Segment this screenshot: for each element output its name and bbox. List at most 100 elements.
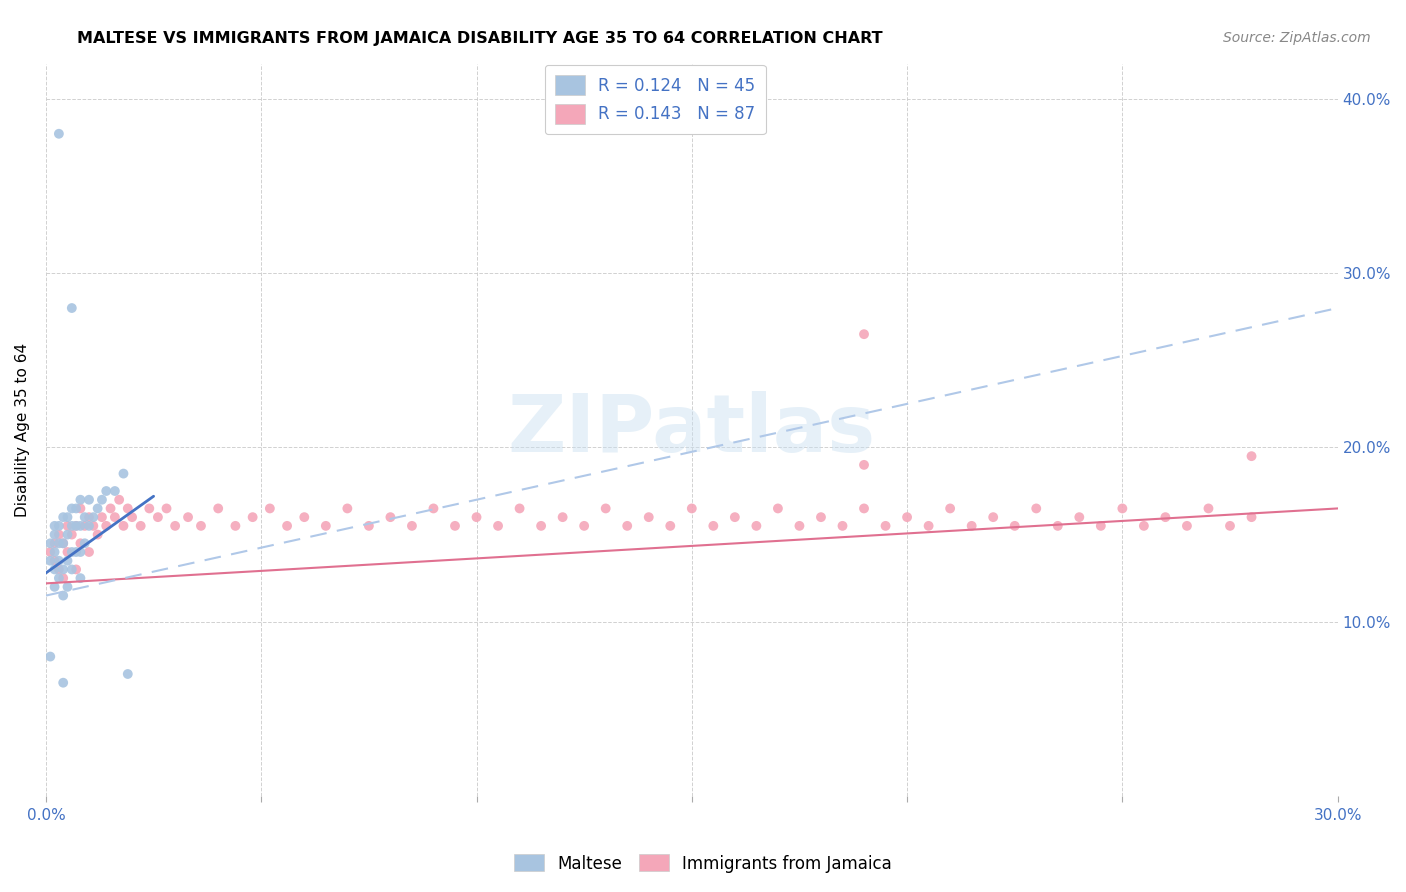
- Point: [465, 510, 488, 524]
- Point: [155, 501, 177, 516]
- Point: [509, 501, 531, 516]
- Point: [129, 519, 152, 533]
- Point: [48, 519, 70, 533]
- Point: [56, 545, 79, 559]
- Point: [939, 501, 962, 516]
- Point: [444, 519, 467, 533]
- Point: [60, 301, 83, 315]
- Point: [69, 519, 91, 533]
- Point: [422, 501, 444, 516]
- Point: [60, 527, 83, 541]
- Text: MALTESE VS IMMIGRANTS FROM JAMAICA DISABILITY AGE 35 TO 64 CORRELATION CHART: MALTESE VS IMMIGRANTS FROM JAMAICA DISAB…: [77, 31, 883, 46]
- Point: [745, 519, 768, 533]
- Point: [1133, 519, 1156, 533]
- Point: [190, 519, 212, 533]
- Point: [48, 536, 70, 550]
- Point: [486, 519, 509, 533]
- Point: [44, 527, 66, 541]
- Point: [56, 554, 79, 568]
- Point: [104, 510, 127, 524]
- Point: [86, 527, 108, 541]
- Text: ZIPatlas: ZIPatlas: [508, 391, 876, 469]
- Point: [112, 519, 135, 533]
- Point: [853, 458, 876, 472]
- Point: [917, 519, 939, 533]
- Point: [146, 510, 169, 524]
- Point: [530, 519, 553, 533]
- Point: [82, 519, 104, 533]
- Point: [39, 554, 62, 568]
- Point: [44, 580, 66, 594]
- Point: [292, 510, 315, 524]
- Point: [60, 545, 83, 559]
- Point: [138, 501, 160, 516]
- Point: [1046, 519, 1069, 533]
- Point: [1069, 510, 1091, 524]
- Point: [595, 501, 617, 516]
- Point: [91, 492, 114, 507]
- Point: [52, 536, 75, 550]
- Point: [177, 510, 200, 524]
- Point: [44, 519, 66, 533]
- Point: [73, 510, 96, 524]
- Point: [117, 667, 139, 681]
- Point: [1219, 519, 1241, 533]
- Point: [681, 501, 703, 516]
- Point: [104, 483, 127, 498]
- Point: [60, 501, 83, 516]
- Point: [48, 562, 70, 576]
- Point: [875, 519, 897, 533]
- Point: [52, 536, 75, 550]
- Point: [65, 519, 87, 533]
- Point: [48, 571, 70, 585]
- Point: [853, 327, 876, 342]
- Point: [380, 510, 402, 524]
- Point: [637, 510, 659, 524]
- Point: [73, 519, 96, 533]
- Point: [96, 483, 118, 498]
- Point: [52, 571, 75, 585]
- Point: [86, 501, 108, 516]
- Point: [65, 545, 87, 559]
- Point: [315, 519, 337, 533]
- Point: [52, 589, 75, 603]
- Point: [56, 519, 79, 533]
- Point: [960, 519, 983, 533]
- Point: [108, 492, 131, 507]
- Point: [44, 545, 66, 559]
- Point: [56, 510, 79, 524]
- Point: [207, 501, 229, 516]
- Point: [44, 536, 66, 550]
- Point: [1175, 519, 1198, 533]
- Point: [69, 492, 91, 507]
- Point: [100, 501, 122, 516]
- Point: [551, 510, 574, 524]
- Point: [831, 519, 853, 533]
- Point: [117, 501, 139, 516]
- Point: [60, 519, 83, 533]
- Point: [1004, 519, 1026, 533]
- Point: [1154, 510, 1177, 524]
- Point: [52, 562, 75, 576]
- Point: [82, 510, 104, 524]
- Point: [39, 649, 62, 664]
- Point: [69, 536, 91, 550]
- Point: [44, 554, 66, 568]
- Point: [44, 562, 66, 576]
- Point: [91, 510, 114, 524]
- Point: [48, 554, 70, 568]
- Point: [224, 519, 246, 533]
- Y-axis label: Disability Age 35 to 64: Disability Age 35 to 64: [15, 343, 30, 517]
- Point: [659, 519, 682, 533]
- Point: [165, 519, 187, 533]
- Point: [65, 519, 87, 533]
- Point: [48, 527, 70, 541]
- Point: [336, 501, 359, 516]
- Point: [77, 510, 100, 524]
- Legend: R = 0.124   N = 45, R = 0.143   N = 87: R = 0.124 N = 45, R = 0.143 N = 87: [546, 65, 766, 134]
- Point: [1198, 501, 1220, 516]
- Point: [77, 545, 100, 559]
- Point: [69, 545, 91, 559]
- Text: Source: ZipAtlas.com: Source: ZipAtlas.com: [1223, 31, 1371, 45]
- Legend: Maltese, Immigrants from Jamaica: Maltese, Immigrants from Jamaica: [508, 847, 898, 880]
